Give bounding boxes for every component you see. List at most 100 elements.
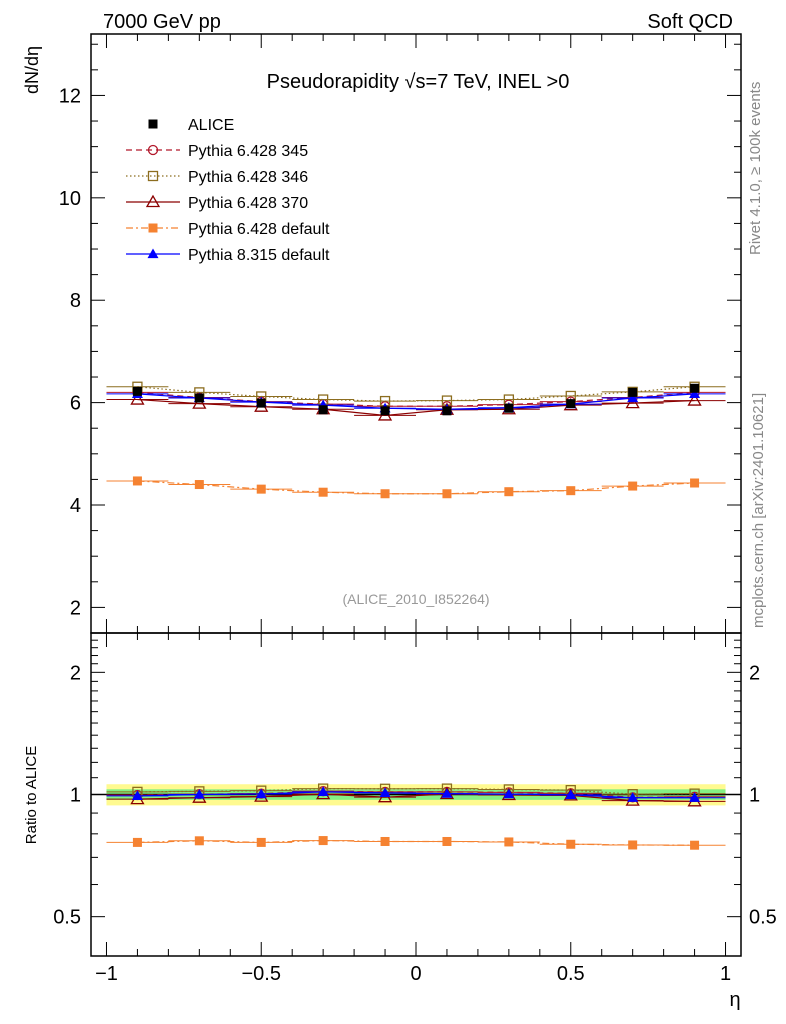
main-alice-point xyxy=(318,405,328,415)
legend-marker-p346 xyxy=(147,170,159,182)
mcplots-label: mcplots.cern.ch [arXiv:2401.10621] xyxy=(750,393,767,628)
main-p8def-point xyxy=(689,388,701,399)
main-alice-point xyxy=(566,399,576,409)
legend-marker-p8def xyxy=(147,248,159,259)
ratio-p8def-point xyxy=(503,788,515,799)
main-p6def-point xyxy=(194,480,204,490)
ratio-y-tick-label-left: 0.5 xyxy=(53,907,81,929)
main-p8def-point xyxy=(627,392,639,403)
main-alice-point xyxy=(194,393,204,403)
main-p370-point xyxy=(625,395,640,409)
ratio-p6def-point xyxy=(380,836,390,846)
ratio-p8def-point xyxy=(255,788,267,799)
header-right: Soft QCD xyxy=(647,11,733,33)
main-y-tick-label: 12 xyxy=(59,85,81,107)
legend-label-p6def: Pythia 6.428 default xyxy=(188,221,330,238)
main-y-tick-label: 10 xyxy=(59,188,81,210)
main-p6def-point xyxy=(566,486,576,496)
plot-title: Pseudorapidity √s=7 TeV, INEL >0 xyxy=(267,71,570,93)
main-p6def-point xyxy=(690,478,700,488)
ratio-panel-content xyxy=(91,783,741,850)
ratio-p6def-point xyxy=(628,840,638,850)
legend-label-p345: Pythia 6.428 345 xyxy=(188,143,308,160)
ratio-y-tick-label-right: 2 xyxy=(749,662,760,684)
ratio-p6def-point xyxy=(504,837,514,847)
x-tick-label: −1 xyxy=(95,963,118,985)
rivet-label: Rivet 4.1.0, ≥ 100k events xyxy=(747,82,764,255)
main-y-tick-label: 6 xyxy=(70,393,81,415)
ratio-p6def-point xyxy=(132,837,142,847)
analysis-id: (ALICE_2010_I852264) xyxy=(342,591,489,607)
main-p370-point xyxy=(192,396,207,409)
main-p346-line xyxy=(137,386,695,402)
ratio-p8def-point xyxy=(627,792,639,802)
ratio-y-tick-label-right: 1 xyxy=(749,785,760,807)
main-alice-point xyxy=(628,387,638,397)
ratio-y-tick-label-left: 2 xyxy=(70,662,81,684)
legend: ALICE Pythia 6.428 345 Pythia 6.428 346 Pyt… xyxy=(126,117,330,264)
main-p6def-point xyxy=(318,487,328,497)
main-p6def-point xyxy=(628,481,638,491)
legend-item-p346: Pythia 6.428 346 xyxy=(126,169,308,186)
ratio-p8def-point xyxy=(565,789,577,799)
main-alice-point xyxy=(442,406,452,416)
x-tick-label: 0.5 xyxy=(557,963,585,985)
main-p6def-point xyxy=(504,487,514,497)
legend-marker-p6def xyxy=(148,223,158,233)
ratio-p8def-point xyxy=(193,789,205,799)
legend-item-p8def: Pythia 8.315 default xyxy=(126,247,330,264)
main-alice-point xyxy=(256,398,266,408)
ratio-p6def-point xyxy=(194,836,204,846)
ratio-p6def-point xyxy=(256,837,266,847)
legend-item-alice: ALICE xyxy=(148,117,234,134)
ratio-y-tick-label-right: 0.5 xyxy=(749,907,777,929)
ratio-p8def-point xyxy=(689,792,701,802)
main-alice-point xyxy=(132,386,142,396)
legend-item-p345: Pythia 6.428 345 xyxy=(126,143,308,160)
main-p6def-point xyxy=(256,484,266,494)
legend-marker-p345 xyxy=(147,144,159,156)
main-p8def-line xyxy=(137,393,695,410)
x-tick-label: 0 xyxy=(410,963,421,985)
main-y-tick-label: 8 xyxy=(70,290,81,312)
ratio-p6def-point xyxy=(566,839,576,849)
main-p6def-point xyxy=(380,489,390,499)
ratio-p8def-point xyxy=(379,787,391,798)
ratio-ylabel: Ratio to ALICE xyxy=(23,746,40,844)
main-y-tick-label: 4 xyxy=(70,495,81,517)
legend-label-p370: Pythia 6.428 370 xyxy=(188,195,308,212)
ratio-p6def-point xyxy=(442,836,452,846)
legend-label-alice: ALICE xyxy=(188,117,234,134)
xlabel: η xyxy=(729,989,740,1011)
main-p370-line xyxy=(137,398,695,417)
main-ylabel: dN/dη xyxy=(22,46,42,94)
legend-marker-p370 xyxy=(145,194,161,208)
legend-marker-alice xyxy=(148,119,158,129)
ratio-p6def-line xyxy=(137,839,695,846)
legend-item-p370: Pythia 6.428 370 xyxy=(126,194,308,212)
main-alice-point xyxy=(380,406,390,416)
header-left: 7000 GeV pp xyxy=(103,11,221,33)
ratio-p8def-point xyxy=(131,790,143,801)
main-alice-point xyxy=(690,383,700,393)
main-p370-point xyxy=(687,393,702,406)
main-y-tick-label: 2 xyxy=(70,597,81,619)
legend-item-p6def: Pythia 6.428 default xyxy=(126,221,330,238)
ratio-y-tick-label-left: 1 xyxy=(70,785,81,807)
main-p6def-point xyxy=(132,476,142,486)
legend-label-p346: Pythia 6.428 346 xyxy=(188,169,308,186)
main-p370-point xyxy=(130,392,145,405)
x-tick-label: 1 xyxy=(720,963,731,985)
ratio-p6def-point xyxy=(318,836,328,846)
main-p6def-point xyxy=(442,489,452,499)
legend-label-p8def: Pythia 8.315 default xyxy=(188,247,330,264)
main-panel-content xyxy=(106,381,726,499)
ratio-p8def-point xyxy=(441,788,453,798)
ratio-p8def-point xyxy=(317,786,329,797)
main-p6def-line xyxy=(137,480,695,495)
x-tick-label: −0.5 xyxy=(241,963,280,985)
main-alice-point xyxy=(504,403,514,413)
ratio-p6def-point xyxy=(690,840,700,850)
